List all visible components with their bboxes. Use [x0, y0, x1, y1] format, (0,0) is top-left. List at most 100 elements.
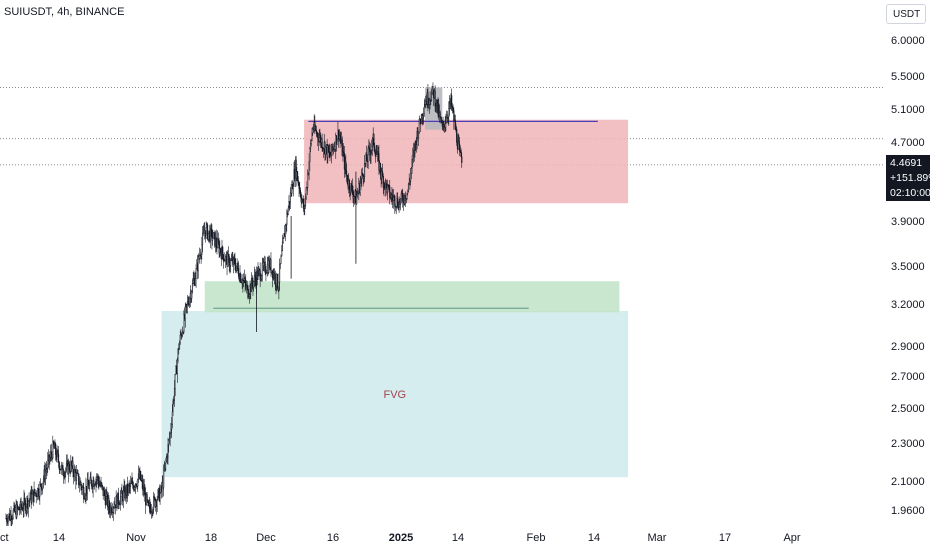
candle-body — [351, 183, 353, 186]
price-tick-label: 2.5000 — [891, 403, 925, 415]
candle-body — [65, 469, 67, 473]
price-tick-label: 2.7000 — [891, 371, 925, 383]
candle-body — [24, 500, 26, 511]
candle-body — [307, 174, 309, 188]
candle-body — [62, 465, 64, 476]
last-price: 4.4691 — [890, 157, 923, 169]
candle-body — [207, 224, 209, 240]
candle-body — [310, 143, 312, 149]
candle-body — [157, 490, 159, 500]
candle-body — [222, 254, 224, 262]
candle-body — [191, 291, 193, 299]
candle-body — [173, 388, 176, 401]
candle-body — [407, 191, 409, 194]
candle-body — [183, 314, 185, 333]
symbol-label: SUIUSDT, 4h, BINANCE — [4, 6, 125, 18]
price-tick-label: 5.1000 — [891, 104, 925, 116]
candle-body — [257, 270, 259, 280]
candle-body — [317, 133, 319, 139]
price-tick-label: 3.2000 — [891, 299, 925, 311]
candle-body — [338, 129, 340, 139]
price-tick-label: 1.9600 — [891, 505, 925, 517]
candle-body — [286, 212, 288, 225]
candle-body — [19, 509, 21, 511]
candle-body — [412, 155, 414, 160]
candle-body — [418, 118, 420, 133]
candle-body — [140, 471, 142, 481]
candle-body — [304, 205, 306, 207]
candle-body — [331, 144, 333, 150]
candle-body — [40, 483, 42, 488]
candle-body — [18, 507, 20, 510]
candle-body — [25, 506, 27, 511]
candle-body — [171, 424, 173, 430]
candle-body — [110, 505, 112, 513]
candle-body — [357, 191, 359, 195]
candle-body — [385, 180, 387, 185]
candle-body — [171, 411, 173, 425]
candle-body — [351, 185, 353, 193]
candlestick-series — [5, 82, 463, 531]
candle-body — [135, 483, 137, 487]
supply-zone[interactable] — [304, 119, 629, 204]
candle-body — [370, 149, 372, 156]
candle-body — [447, 116, 449, 119]
candle-body — [248, 296, 250, 298]
candle-body — [371, 146, 373, 151]
candle-body — [430, 92, 433, 102]
fvg-zone[interactable] — [161, 311, 629, 478]
fvg-label: FVG — [383, 389, 406, 401]
candle-body — [339, 135, 341, 140]
candle-body — [254, 275, 256, 280]
candle-body — [261, 275, 263, 280]
candle-body — [173, 400, 175, 402]
time-tick-label: 2025 — [389, 532, 413, 544]
candle-body — [121, 489, 123, 494]
candle-body — [373, 133, 375, 148]
candle-body — [356, 193, 358, 197]
candle-body — [49, 456, 51, 462]
demand-zone[interactable] — [204, 281, 620, 313]
candle-body — [461, 156, 463, 163]
candle-body — [50, 451, 52, 455]
candle-body — [229, 264, 231, 267]
candle-body — [298, 183, 300, 189]
candle-body — [247, 285, 249, 298]
bar-countdown: 02:10:00 — [890, 187, 931, 199]
candle-body — [27, 501, 29, 509]
candle-body — [169, 433, 171, 439]
candle-body — [78, 473, 80, 486]
candle-body — [353, 196, 355, 199]
time-axis[interactable] — [0, 526, 884, 550]
candle-body — [342, 151, 344, 156]
candle-body — [408, 182, 410, 184]
candle-body — [238, 268, 240, 277]
candle-body — [434, 90, 436, 107]
candle-body — [440, 116, 442, 123]
candle-body — [95, 479, 97, 485]
candle-body — [130, 482, 132, 487]
candle-body — [359, 183, 361, 194]
candle-body — [301, 199, 303, 203]
candle-body — [47, 460, 49, 469]
candle-body — [309, 148, 311, 162]
candle-body — [280, 255, 282, 264]
candle-body — [122, 490, 124, 502]
candle-body — [423, 113, 425, 116]
candle-body — [260, 279, 262, 281]
candle-body — [451, 106, 453, 109]
candle-body — [218, 242, 220, 254]
candle-body — [182, 332, 184, 334]
candle-body — [94, 484, 96, 486]
candle-body — [285, 224, 287, 226]
candle-body — [104, 490, 106, 497]
price-axis[interactable] — [884, 0, 932, 550]
candle-body — [97, 476, 99, 482]
currency-selector[interactable]: USDT — [886, 4, 926, 24]
candle-body — [58, 462, 60, 470]
candle-body — [168, 440, 170, 445]
candle-body — [68, 463, 70, 471]
candle-body — [321, 138, 323, 149]
